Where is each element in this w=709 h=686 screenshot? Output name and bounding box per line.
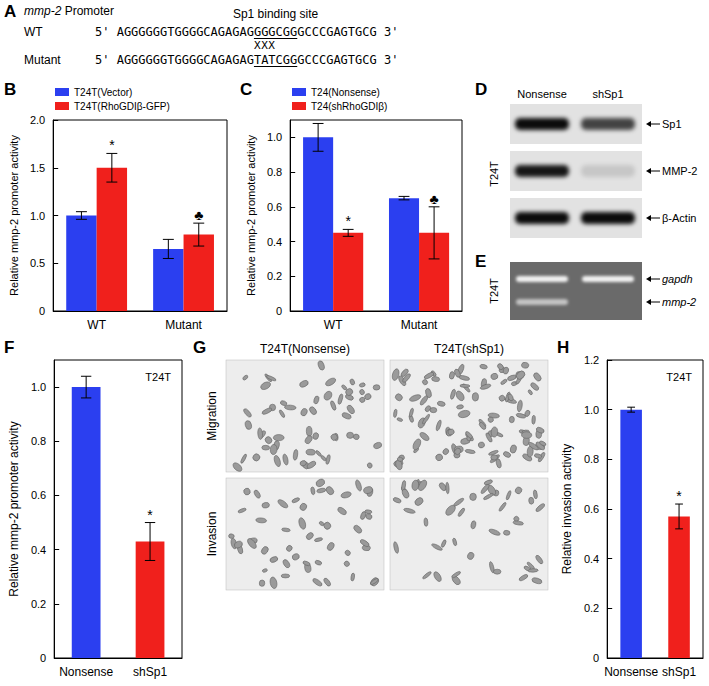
- svg-text:♣: ♣: [194, 207, 203, 223]
- svg-text:WT: WT: [24, 25, 43, 39]
- html-text:H: H: [557, 338, 570, 357]
- svg-text:0.8: 0.8: [31, 435, 46, 447]
- svg-text:Nonsense: Nonsense: [517, 88, 567, 100]
- html-text:B: B: [4, 80, 17, 99]
- svg-text:0.5: 0.5: [30, 257, 45, 269]
- svg-text:Mutant: Mutant: [24, 53, 61, 67]
- svg-text:0.6: 0.6: [31, 489, 46, 501]
- svg-text:Sp1: Sp1: [662, 118, 682, 130]
- svg-text:1.0: 1.0: [267, 131, 282, 143]
- svg-text:0: 0: [39, 305, 45, 317]
- svg-text:5' AGGGGGGTGGGGCAGAGAG: 5' AGGGGGGTGGGGCAGAGAG: [95, 25, 254, 39]
- svg-text:5' AGGGGGGTGGGGCAGAGAG: 5' AGGGGGGTGGGGCAGAGAG: [95, 53, 254, 67]
- html-text:D: D: [475, 80, 488, 99]
- svg-text:WT: WT: [87, 318, 106, 332]
- svg-text:T24T(RhoGDIβ-GFP): T24T(RhoGDIβ-GFP): [74, 101, 170, 112]
- svg-text:T24T: T24T: [488, 278, 500, 304]
- svg-text:Sp1 binding site: Sp1 binding site: [233, 7, 319, 21]
- svg-text:GCCCGAGTGCG 3': GCCCGAGTGCG 3': [297, 25, 398, 39]
- svg-text:Relative mmp-2 promoter activi: Relative mmp-2 promoter activity: [8, 135, 20, 296]
- svg-text:mmp-2: mmp-2: [662, 296, 696, 308]
- svg-text:0.4: 0.4: [267, 236, 282, 248]
- svg-text:Relative mmp-2 promoter activi: Relative mmp-2 promoter activity: [245, 135, 257, 296]
- svg-text:T24T: T24T: [145, 371, 171, 383]
- svg-text:shSp1: shSp1: [662, 665, 696, 679]
- svg-text:0.8: 0.8: [267, 166, 282, 178]
- svg-text:T24T(Vector): T24T(Vector): [74, 87, 132, 98]
- html-text:C: C: [240, 80, 253, 99]
- svg-text:TATCGG: TATCGG: [254, 53, 297, 67]
- svg-text:0.8: 0.8: [584, 453, 599, 465]
- svg-text:WT: WT: [324, 318, 343, 332]
- svg-text:0.6: 0.6: [584, 503, 599, 515]
- html-text:F: F: [4, 338, 15, 357]
- svg-text:*: *: [345, 213, 351, 229]
- svg-text:Relative mmp-2 promoter activi: Relative mmp-2 promoter activity: [7, 421, 21, 596]
- svg-text:0: 0: [276, 305, 282, 317]
- svg-text:2.0: 2.0: [30, 114, 45, 126]
- svg-text:Mutant: Mutant: [401, 318, 438, 332]
- svg-text:*: *: [676, 488, 682, 504]
- svg-text:T24(Nonsense): T24(Nonsense): [311, 87, 380, 98]
- svg-text:1.5: 1.5: [30, 162, 45, 174]
- svg-text:0.2: 0.2: [584, 602, 599, 614]
- svg-text:T24T(Nonsense): T24T(Nonsense): [260, 342, 350, 356]
- svg-text:0.6: 0.6: [267, 201, 282, 213]
- svg-text:mmp-2 Promoter: mmp-2 Promoter: [24, 4, 114, 18]
- html-text:G: G: [193, 338, 207, 357]
- svg-text:XXX: XXX: [254, 39, 276, 52]
- svg-text:GGGCGG: GGGCGG: [254, 25, 297, 39]
- svg-text:T24(shRhoGDIβ): T24(shRhoGDIβ): [311, 101, 387, 112]
- svg-text:0.4: 0.4: [31, 544, 46, 556]
- svg-text:T24T(shSp1): T24T(shSp1): [434, 342, 504, 356]
- svg-text:1.0: 1.0: [584, 404, 599, 416]
- svg-text:GCCCGAGTGCG 3': GCCCGAGTGCG 3': [297, 53, 398, 67]
- svg-text:0: 0: [40, 652, 46, 664]
- svg-text:*: *: [147, 507, 153, 523]
- svg-text:T24T: T24T: [666, 371, 692, 383]
- svg-text:♣: ♣: [429, 191, 438, 207]
- svg-text:Invasion: Invasion: [205, 512, 219, 557]
- svg-text:Mutant: Mutant: [165, 318, 202, 332]
- svg-text:1.0: 1.0: [31, 381, 46, 393]
- svg-text:Relative invasion activity: Relative invasion activity: [560, 444, 574, 575]
- svg-text:*: *: [109, 137, 115, 153]
- svg-text:Nonsense: Nonsense: [604, 665, 658, 679]
- html-text:E: E: [475, 252, 487, 271]
- svg-text:1.2: 1.2: [584, 354, 599, 366]
- svg-text:Migration: Migration: [205, 391, 219, 440]
- svg-text:0: 0: [593, 652, 599, 664]
- svg-text:1.0: 1.0: [30, 210, 45, 222]
- svg-text:MMP-2: MMP-2: [662, 165, 697, 177]
- svg-text:shSp1: shSp1: [133, 665, 167, 679]
- svg-text:gapdh: gapdh: [662, 273, 693, 285]
- html-text:A: A: [4, 2, 17, 21]
- svg-text:T24T: T24T: [488, 161, 500, 187]
- svg-text:Nonsense: Nonsense: [59, 665, 113, 679]
- svg-text:0.2: 0.2: [31, 598, 46, 610]
- svg-text:β-Actin: β-Actin: [662, 212, 696, 224]
- svg-text:shSp1: shSp1: [592, 88, 623, 100]
- svg-text:0.4: 0.4: [584, 553, 599, 565]
- svg-text:0.2: 0.2: [267, 270, 282, 282]
